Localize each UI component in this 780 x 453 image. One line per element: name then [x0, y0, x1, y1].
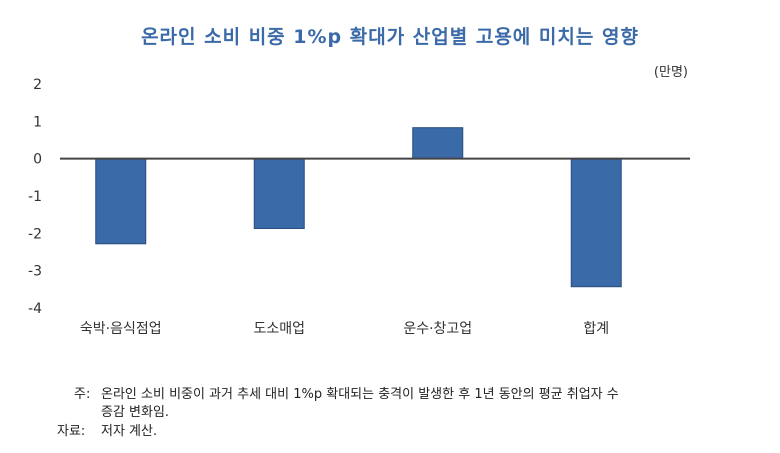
- source-label: 자료:: [57, 424, 86, 439]
- chart-title: 온라인 소비 비중 1%p 확대가 산업별 고용에 미치는 영향: [141, 26, 639, 48]
- bar: [95, 158, 147, 245]
- note-line-1: 온라인 소비 비중이 과거 추세 대비 1%p 확대되는 충격이 발생한 후 1…: [101, 387, 619, 402]
- bar: [412, 127, 464, 160]
- x-tick-label: 숙박·음식점업: [80, 321, 162, 337]
- source-text: 저자 계산.: [101, 424, 158, 439]
- y-tick-label: -3: [28, 264, 42, 280]
- x-tick-label: 운수·창고업: [403, 321, 472, 337]
- y-tick-label: -1: [28, 189, 42, 205]
- note-line-2: 증감 변화임.: [101, 405, 170, 420]
- y-tick-label: -2: [28, 226, 42, 242]
- y-tick-label: -4: [28, 301, 42, 317]
- y-tick-label: 0: [33, 152, 42, 168]
- x-tick-label: 합계: [583, 321, 609, 337]
- bar: [570, 158, 622, 288]
- unit-label: (만명): [654, 65, 688, 80]
- y-tick-label: 2: [33, 77, 42, 93]
- y-tick-label: 1: [33, 114, 42, 130]
- bar: [253, 158, 305, 229]
- note-label: 주:: [74, 387, 91, 402]
- x-tick-label: 도소매업: [253, 321, 305, 337]
